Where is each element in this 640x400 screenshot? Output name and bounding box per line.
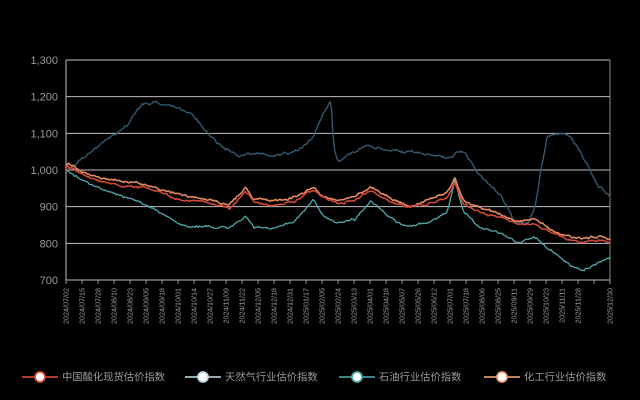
svg-text:2024/10/01: 2024/10/01 [174,288,183,324]
svg-text:2025/11/28: 2025/11/28 [574,288,583,323]
svg-text:2025/09/29: 2025/09/29 [526,288,535,324]
svg-text:2025/07/01: 2025/07/01 [446,288,455,324]
svg-text:2024/07/28: 2024/07/28 [94,288,103,324]
svg-text:2024/08/10: 2024/08/10 [110,288,119,324]
svg-text:2025/11/11: 2025/11/11 [558,288,567,323]
svg-text:2024/12/18: 2024/12/18 [270,288,279,324]
svg-text:石油行业估价指数: 石油行业估价指数 [379,371,461,384]
svg-text:2025/05/07: 2025/05/07 [398,288,407,324]
svg-text:2025/12/30: 2025/12/30 [606,288,615,324]
svg-text:2024/12/31: 2024/12/31 [286,288,295,324]
svg-text:1,000: 1,000 [30,165,58,177]
svg-text:900: 900 [40,202,58,214]
svg-text:2025/01/17: 2025/01/17 [302,288,311,324]
svg-text:2024/12/05: 2024/12/05 [254,288,263,324]
svg-text:2024/07/02: 2024/07/02 [62,288,71,324]
svg-text:2025/04/18: 2025/04/18 [382,288,391,324]
svg-text:700: 700 [40,275,58,287]
svg-text:2024/10/27: 2024/10/27 [206,288,215,324]
svg-text:2024/11/22: 2024/11/22 [238,288,247,323]
svg-text:1,200: 1,200 [30,92,58,104]
svg-text:天然气行业估价指数: 天然气行业估价指数 [225,371,318,384]
svg-text:800: 800 [40,238,58,250]
svg-text:2025/02/24: 2025/02/24 [334,288,343,324]
svg-text:2025/08/25: 2025/08/25 [494,288,503,324]
svg-text:化工行业估价指数: 化工行业估价指数 [524,371,606,384]
svg-text:2024/08/23: 2024/08/23 [126,288,135,324]
svg-text:2025/02/05: 2025/02/05 [318,288,327,324]
svg-text:2025/06/12: 2025/06/12 [430,288,439,324]
svg-text:2025/07/18: 2025/07/18 [462,288,471,324]
svg-text:2025/08/06: 2025/08/06 [478,288,487,324]
svg-text:2024/07/15: 2024/07/15 [78,288,87,324]
svg-text:2025/03/13: 2025/03/13 [350,288,359,324]
svg-text:1,100: 1,100 [30,128,58,140]
svg-text:中国酸化现货估价指数: 中国酸化现货估价指数 [62,371,165,384]
svg-text:2025/04/01: 2025/04/01 [366,288,375,324]
svg-text:2024/09/18: 2024/09/18 [158,288,167,324]
svg-text:2024/11/09: 2024/11/09 [222,288,231,323]
svg-text:2025/10/23: 2025/10/23 [542,288,551,324]
svg-text:2024/10/14: 2024/10/14 [190,288,199,324]
svg-text:2024/09/05: 2024/09/05 [142,288,151,324]
svg-text:2025/05/26: 2025/05/26 [414,288,423,324]
svg-text:2025/09/11: 2025/09/11 [510,288,519,323]
svg-text:1,300: 1,300 [30,55,58,67]
